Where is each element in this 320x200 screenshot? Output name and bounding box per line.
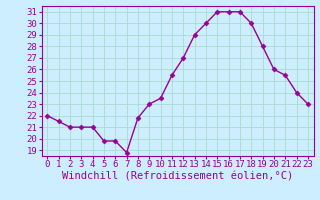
- X-axis label: Windchill (Refroidissement éolien,°C): Windchill (Refroidissement éolien,°C): [62, 172, 293, 182]
